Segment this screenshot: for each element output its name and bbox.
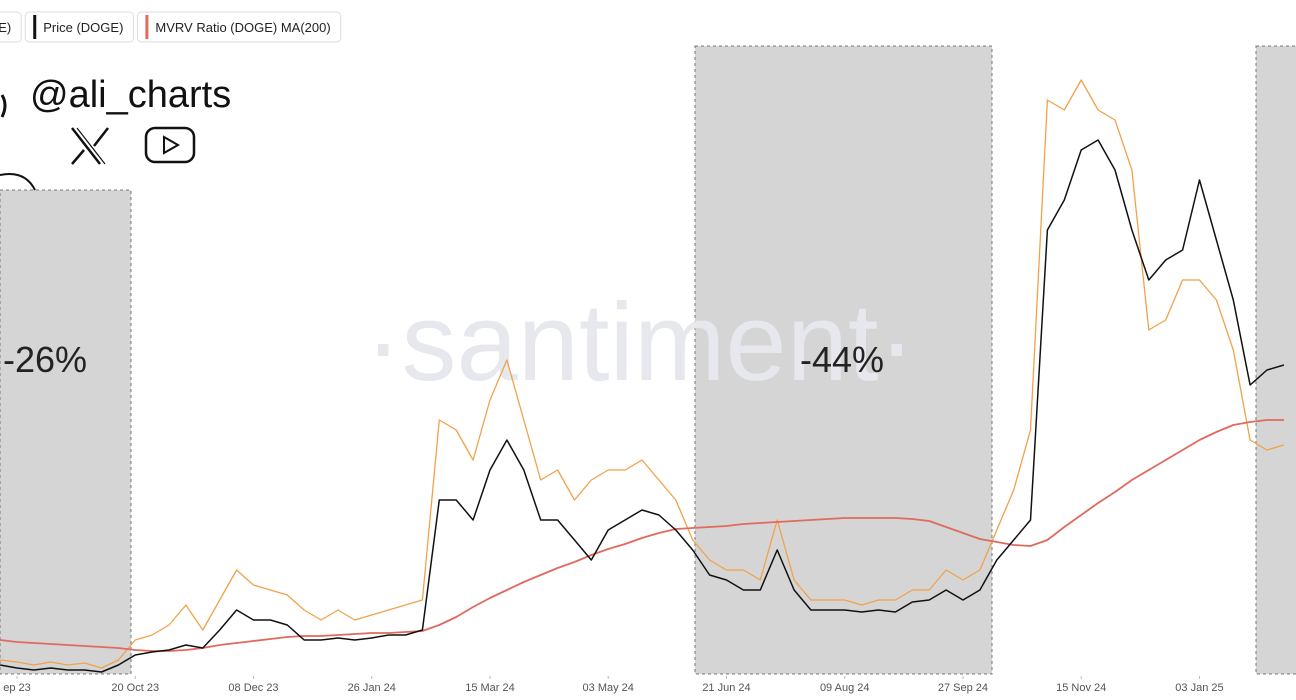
shaded-region <box>1255 45 1296 675</box>
x-tick-label: 27 Sep 24 <box>938 682 988 694</box>
shaded-region <box>0 189 132 675</box>
legend-box <box>136 11 342 43</box>
x-tick-label: 26 Jan 24 <box>348 682 396 694</box>
x-tick-label: 09 Aug 24 <box>820 682 870 694</box>
legend-box <box>0 11 22 43</box>
logo-doodle <box>0 173 36 191</box>
legend-swatch <box>33 15 37 39</box>
watermark: ·santiment· <box>365 281 915 404</box>
legend-swatch <box>145 15 149 39</box>
legend-label: Price (DOGE) <box>43 20 123 35</box>
series-line <box>0 139 1285 673</box>
legend-box <box>24 11 134 43</box>
annotation: -26% <box>3 339 87 380</box>
series-line <box>0 419 1284 652</box>
legend-label: MVRV Ratio (DOGE) MA(200) <box>155 20 330 35</box>
x-icon <box>71 127 109 165</box>
x-tick-label: 08 Dec 23 <box>228 682 278 694</box>
legend-label: OGE) <box>0 20 11 35</box>
x-tick-label: 03 Jan 25 <box>1175 682 1223 694</box>
logo-doodle <box>0 94 7 118</box>
series-line <box>0 79 1285 669</box>
annotation: -44% <box>800 339 884 380</box>
legend: OGE) Price (DOGE) MVRV Ratio (DOGE) MA(200… <box>0 11 342 43</box>
x-tick-label: 15 Mar 24 <box>465 682 515 694</box>
x-tick-label: 20 Oct 23 <box>111 682 159 694</box>
shaded-region <box>694 45 993 675</box>
x-tick-label: ep 23 <box>3 682 31 694</box>
x-tick-label: 15 Nov 24 <box>1056 682 1106 694</box>
legend-item: Price (DOGE) <box>24 11 134 43</box>
youtube-icon <box>144 126 196 164</box>
legend-item: MVRV Ratio (DOGE) MA(200) <box>136 11 342 43</box>
legend-item: OGE) <box>0 11 22 43</box>
handle: @ali_charts <box>30 74 231 116</box>
x-tick-label: 21 Jun 24 <box>702 682 750 694</box>
x-tick-label: 03 May 24 <box>583 682 634 694</box>
